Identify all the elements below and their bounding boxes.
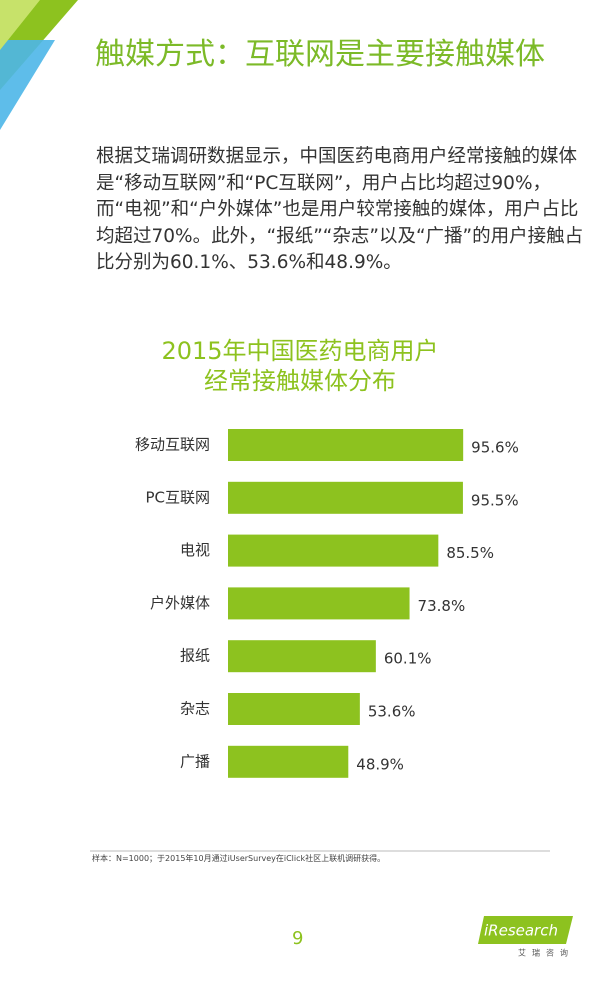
title: 触媒方式：互联网是主要接触媒体	[95, 37, 545, 72]
logo-text: iResearch	[484, 922, 558, 940]
logo: iResearch 艾瑞咨询	[478, 916, 573, 958]
chart-title: 2015年中国医药电商用户经常接触媒体分布	[161, 337, 439, 395]
footnote: 样本：N=1000；于2015年10月通过iUserSurvey在iClick社…	[92, 854, 386, 863]
logo-subtext: 艾瑞咨询	[518, 948, 573, 958]
page-number: 9	[292, 928, 304, 949]
corner-decoration	[0, 0, 78, 130]
body-text: 根据艾瑞调研数据显示，中国医药电商用户经常接触的媒体是“移动互联网”和“PC互联…	[96, 146, 584, 273]
